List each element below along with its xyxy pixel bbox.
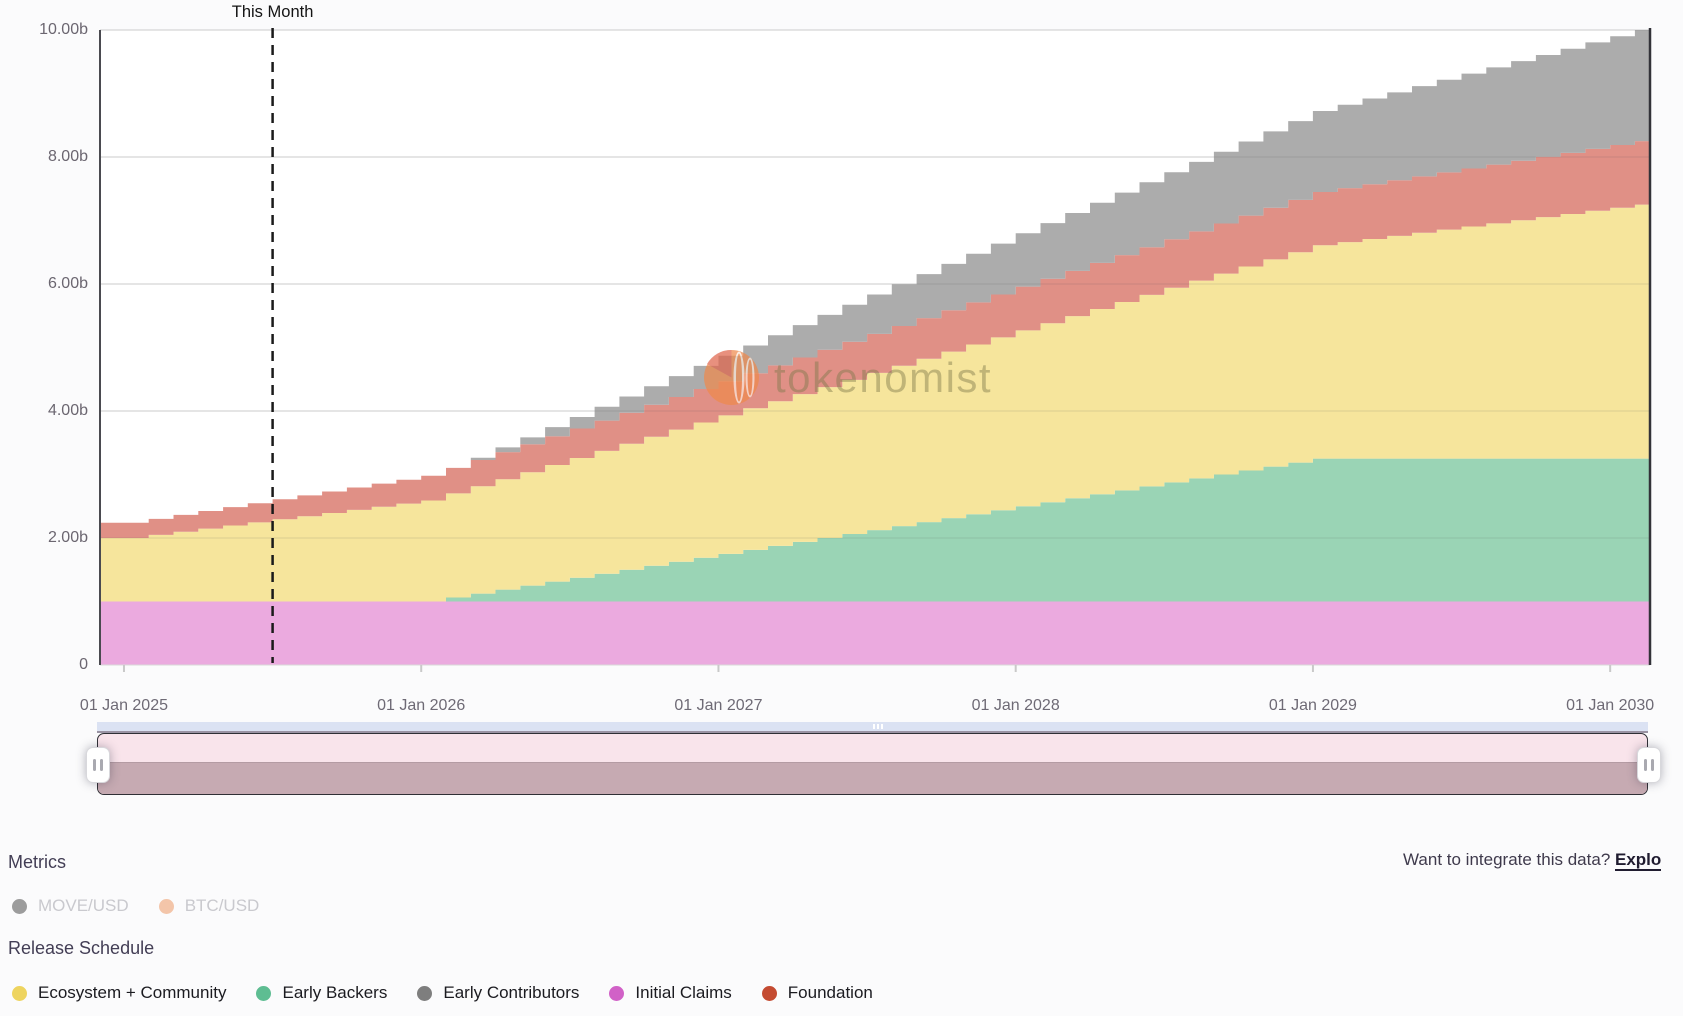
x-axis-label: 01 Jan 2025 — [79, 697, 168, 714]
y-axis-label: 4.00b — [47, 402, 88, 419]
chart-scrollbar[interactable] — [97, 722, 1648, 731]
legend-item-early-backers[interactable]: Early Backers — [256, 983, 387, 1003]
x-axis-label: 01 Jan 2028 — [971, 697, 1060, 714]
area-foundation[interactable] — [99, 141, 1651, 538]
legend-item-move-usd[interactable]: MOVE/USD — [12, 896, 129, 916]
area-ecosystem-community[interactable] — [99, 204, 1651, 602]
tokenomist-watermark: tokenomist — [703, 349, 992, 406]
legend-label: Initial Claims — [635, 983, 732, 1002]
y-axis-label: 2.00b — [47, 529, 88, 546]
legend-item-btc-usd[interactable]: BTC/USD — [158, 896, 260, 916]
legend-item-early-contributors[interactable]: Early Contributors — [417, 983, 579, 1003]
explore-api-link[interactable]: Explo — [1615, 850, 1662, 871]
legend-item-initial-claims[interactable]: Initial Claims — [609, 983, 732, 1003]
scrollbar-grip-icon[interactable] — [872, 724, 883, 729]
area-initial-claims[interactable] — [99, 601, 1651, 666]
range-navigator[interactable] — [97, 733, 1648, 795]
metrics-legend: MOVE/USD BTC/USD — [12, 896, 289, 916]
legend-label: Early Contributors — [443, 983, 580, 1002]
metrics-heading: Metrics — [8, 852, 66, 872]
integrate-data-text: Want to integrate this data? Explo — [1403, 850, 1662, 871]
navigator-left-handle[interactable] — [86, 747, 110, 783]
release-schedule-legend: Ecosystem + Community Early Backers Early … — [12, 983, 903, 1003]
x-axis-label: 01 Jan 2030 — [1566, 697, 1655, 714]
scrollbar-border — [97, 731, 1648, 733]
y-axis-label: 6.00b — [47, 275, 88, 292]
y-axis-label: 10.00b — [39, 21, 88, 38]
legend-label: Early Backers — [282, 983, 388, 1002]
y-axis-label: 0 — [79, 656, 88, 673]
legend-item-ecosystem-community[interactable]: Ecosystem + Community — [12, 983, 226, 1003]
legend-dot-icon — [12, 985, 27, 1001]
legend-label: Foundation — [787, 983, 873, 1002]
legend-label: BTC/USD — [184, 896, 260, 915]
this-month-annotation-label: This Month — [231, 3, 314, 21]
navigator-right-handle[interactable] — [1637, 747, 1661, 783]
release-schedule-heading: Release Schedule — [8, 938, 155, 958]
legend-dot-icon — [12, 898, 27, 914]
legend-label: Ecosystem + Community — [38, 983, 227, 1002]
watermark-text: tokenomist — [774, 353, 993, 401]
legend-dot-icon — [609, 985, 625, 1001]
y-axis-label: 8.00b — [47, 148, 88, 165]
x-axis-label: 01 Jan 2027 — [674, 697, 763, 714]
navigator-mini-chart — [98, 762, 1647, 794]
tokenomist-logo-icon — [704, 349, 759, 405]
legend-label: MOVE/USD — [38, 896, 129, 915]
area-early-backers[interactable] — [99, 458, 1651, 602]
legend-dot-icon — [158, 898, 174, 914]
legend-item-foundation[interactable]: Foundation — [761, 983, 873, 1003]
x-axis-label: 01 Jan 2029 — [1268, 697, 1357, 714]
legend-dot-icon — [256, 985, 272, 1001]
legend-dot-icon — [417, 985, 433, 1001]
legend-dot-icon — [761, 985, 777, 1001]
area-early-contributors[interactable] — [99, 30, 1651, 523]
x-axis-label: 01 Jan 2026 — [377, 697, 466, 714]
